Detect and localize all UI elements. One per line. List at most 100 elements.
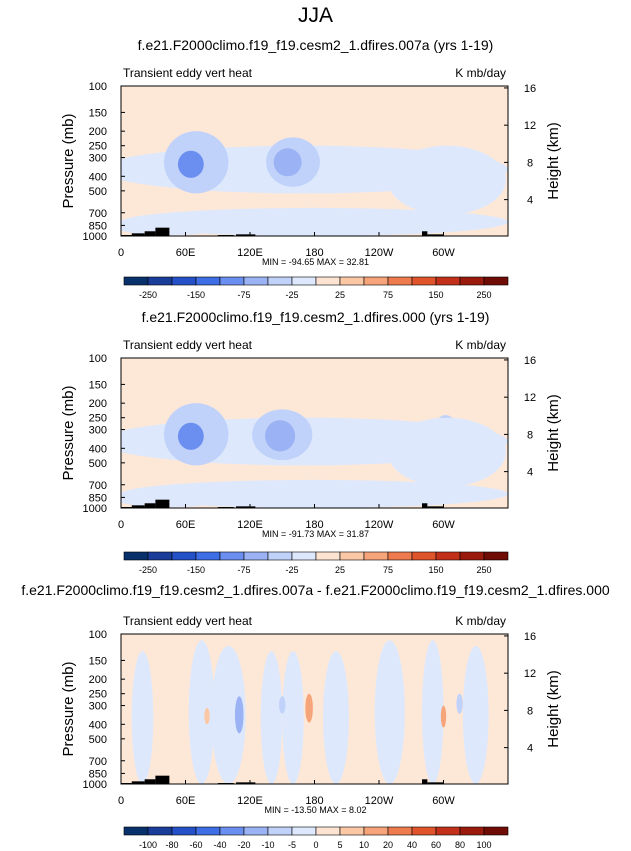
- colorbar-swatch: [483, 551, 509, 561]
- y2-tick-label: 12: [524, 120, 536, 132]
- y2-tick-label: 16: [524, 83, 536, 95]
- colorbar-label: -40: [213, 840, 226, 850]
- colorbar-swatch: [387, 551, 413, 561]
- colorbar-swatch: [315, 826, 341, 836]
- y-tick-label: 850: [89, 220, 107, 232]
- colorbar-swatch: [171, 276, 197, 286]
- y-tick-label: 400: [89, 171, 107, 183]
- x-tick-label: 120E: [237, 795, 263, 807]
- colorbar-swatch: [435, 276, 461, 286]
- y-tick-label: 700: [89, 756, 107, 768]
- colorbar-swatch: [363, 551, 389, 561]
- y-tick-label: 850: [89, 492, 107, 504]
- y2-tick-label: 8: [527, 157, 533, 169]
- y-tick-label: 100: [89, 629, 107, 641]
- colorbar-swatch: [339, 551, 365, 561]
- panel-title: f.e21.F2000climo.f19_f19.cesm2_1.dfires.…: [21, 582, 610, 598]
- contour-lower-trop-band: [121, 479, 508, 508]
- min-max-label: MIN = -91.73 MAX = 31.87: [262, 529, 369, 539]
- contour-core-160E: [273, 148, 302, 177]
- field: [121, 634, 508, 784]
- colorbar-label: -20: [237, 840, 250, 850]
- colorbar-label: 25: [335, 290, 345, 300]
- topography-block: [131, 505, 145, 508]
- page-title: JJA: [298, 4, 333, 27]
- y2-tick-label: 12: [524, 392, 536, 404]
- contour-neg-stripe-75E: [188, 640, 215, 784]
- colorbar-swatch: [339, 276, 365, 286]
- y-tick-label: 700: [89, 480, 107, 492]
- contour-core-110E: [234, 696, 244, 734]
- panel-title: f.e21.F2000climo.f19_f19.cesm2_1.dfires.…: [142, 309, 490, 325]
- contour-neg-stripe-20E: [131, 651, 154, 784]
- contour-core-315E: [456, 693, 463, 714]
- colorbar-label: -250: [139, 565, 157, 575]
- colorbar-label: -5: [288, 840, 296, 850]
- colorbar-label: -100: [139, 840, 157, 850]
- colorbar-swatch: [267, 551, 293, 561]
- colorbar: -250 -150 -75 -25 25 75 150 250: [123, 551, 509, 575]
- chart-panel-3: f.e21.F2000climo.f19_f19.cesm2_1.dfires.…: [21, 582, 610, 850]
- y-axis-label: Pressure (mb): [60, 385, 77, 480]
- colorbar-swatch: [267, 826, 293, 836]
- topography-block: [236, 234, 256, 236]
- x-tick-label: 120W: [365, 519, 394, 531]
- y2-tick-label: 8: [527, 705, 533, 717]
- y-tick-label: 850: [89, 768, 107, 780]
- colorbar-label: 60: [431, 840, 441, 850]
- y2-axis-label: Height (km): [545, 670, 562, 748]
- colorbar-swatch: [195, 276, 221, 286]
- colorbar-swatch: [387, 826, 413, 836]
- x-tick-label: 180: [305, 795, 323, 807]
- y-tick-label: 100: [89, 353, 107, 365]
- contour-neg-stripe-200E: [323, 651, 349, 784]
- panel-left-label: Transient eddy vert heat: [123, 614, 253, 628]
- colorbar-label: 80: [455, 840, 465, 850]
- y-tick-label: 250: [89, 689, 107, 701]
- colorbar-swatch: [219, 276, 245, 286]
- topography-block: [422, 231, 428, 236]
- panel-units-label: K mb/day: [455, 66, 506, 80]
- colorbar-swatch: [123, 551, 149, 561]
- y-tick-label: 150: [89, 655, 107, 667]
- y2-axis-label: Height (km): [545, 122, 562, 200]
- topography-block: [155, 227, 170, 236]
- y-tick-label: 200: [89, 126, 107, 138]
- colorbar-label: 10: [359, 840, 369, 850]
- colorbar-label: 20: [383, 840, 393, 850]
- x-tick-label: 60W: [432, 247, 455, 259]
- chart-panel-2: f.e21.F2000climo.f19_f19.cesm2_1.dfires.…: [60, 309, 562, 575]
- x-tick-label: 0: [118, 795, 124, 807]
- colorbar-label: -80: [165, 840, 178, 850]
- contour-neg-stripe-160E: [282, 651, 304, 784]
- x-tick-label: 60W: [432, 795, 455, 807]
- y-tick-label: 300: [89, 425, 107, 437]
- colorbar-swatch: [435, 826, 461, 836]
- y-tick-label: 200: [89, 674, 107, 686]
- colorbar-swatch: [483, 276, 509, 286]
- colorbar-swatch: [363, 276, 389, 286]
- colorbar-label: 150: [428, 565, 443, 575]
- min-max-label: MIN = -13.50 MAX = 8.02: [264, 805, 366, 815]
- x-tick-label: 120E: [237, 519, 263, 531]
- colorbar-swatch: [291, 551, 317, 561]
- colorbar-swatch: [219, 826, 245, 836]
- x-tick-label: 180: [305, 247, 323, 259]
- y-tick-label: 200: [89, 398, 107, 410]
- field: [121, 358, 508, 508]
- topography-block: [155, 775, 170, 784]
- y-tick-label: 300: [89, 153, 107, 165]
- contour-broad-negative-band: [387, 145, 506, 215]
- colorbar: -100 -80 -60 -40 -20 -10 -5 0 5 10 20 40 60 80 100: [123, 826, 509, 850]
- topography-block: [144, 231, 156, 236]
- field: [121, 86, 508, 236]
- colorbar-swatch: [459, 826, 485, 836]
- contour-pos-core-300E: [440, 705, 447, 728]
- y-tick-label: 700: [89, 208, 107, 220]
- x-tick-label: 60E: [176, 247, 196, 259]
- y-tick-label: 1000: [83, 779, 107, 791]
- colorbar-swatch: [315, 276, 341, 286]
- y-tick-label: 250: [89, 413, 107, 425]
- colorbar-label: 40: [407, 840, 417, 850]
